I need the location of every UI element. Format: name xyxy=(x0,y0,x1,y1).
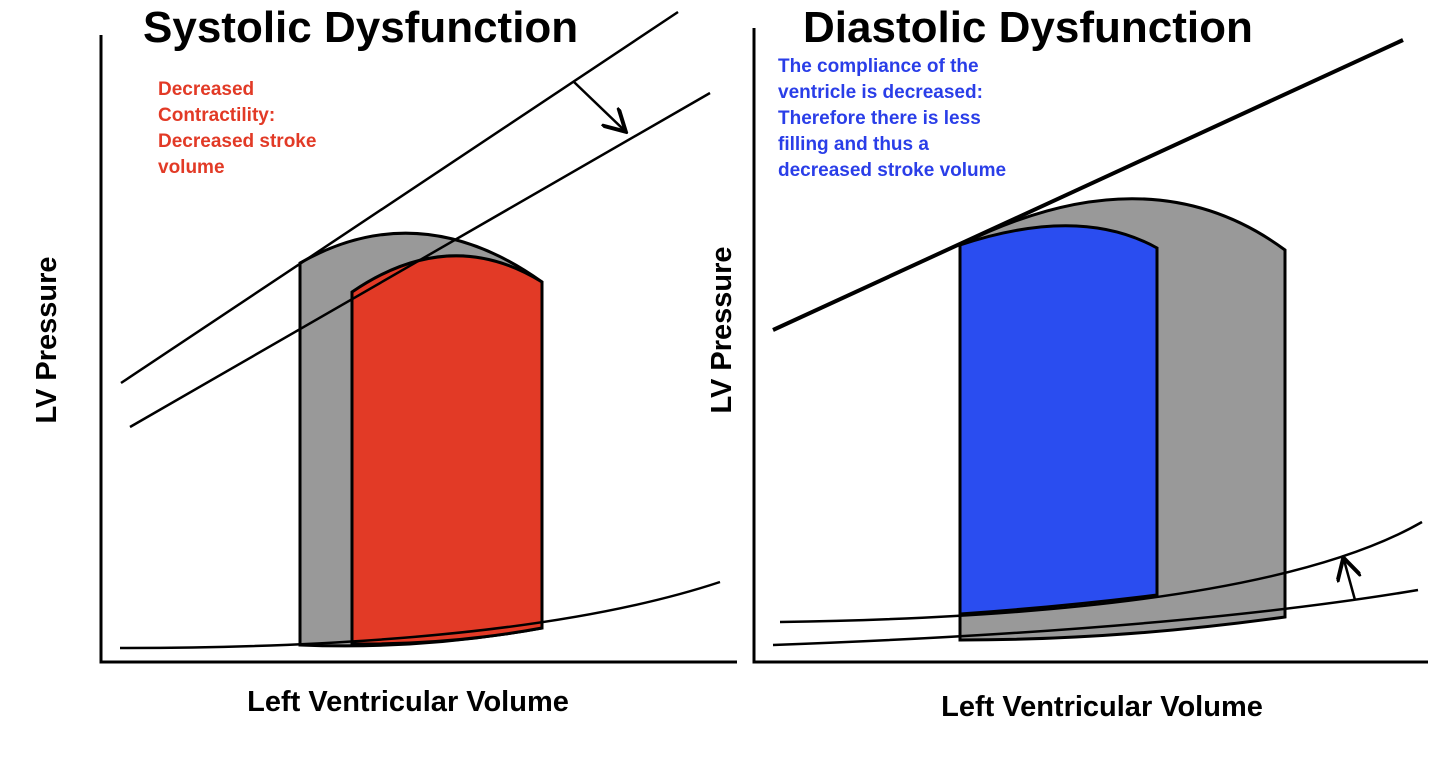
diastolic-panel: Diastolic Dysfunction The compliance of … xyxy=(706,3,1428,723)
diastolic-y-axis-label: LV Pressure xyxy=(706,246,738,413)
systolic-espvr-reduced-line xyxy=(129,91,711,429)
diastolic-note-line-2: ventricle is decreased: xyxy=(778,82,983,103)
diastolic-reduced-pv-loop xyxy=(958,224,1159,616)
diastolic-note-line-5: decreased stroke volume xyxy=(778,160,1006,181)
systolic-espvr-normal-line xyxy=(120,10,679,385)
diastolic-title: Diastolic Dysfunction xyxy=(803,3,1253,52)
systolic-panel: Systolic Dysfunction Decreased Contracti… xyxy=(31,3,737,718)
systolic-note-line-3: Decreased stroke xyxy=(158,131,316,152)
arrow-up-icon xyxy=(1344,560,1355,601)
systolic-x-axis-label: Left Ventricular Volume xyxy=(247,686,569,718)
systolic-reduced-pv-loop xyxy=(350,254,544,646)
diastolic-note-line-1: The compliance of the xyxy=(778,56,979,77)
arrow-down-right-icon xyxy=(573,81,624,130)
diastolic-edpvr-normal-curve xyxy=(772,588,1419,647)
systolic-edpvr-curve xyxy=(119,580,721,650)
systolic-note-line-2: Contractility: xyxy=(158,105,275,126)
systolic-axes xyxy=(99,35,737,664)
systolic-note-line-4: volume xyxy=(158,157,225,178)
diastolic-note-line-4: filling and thus a xyxy=(778,134,929,155)
diastolic-x-axis-label: Left Ventricular Volume xyxy=(941,691,1263,723)
diastolic-espvr-line xyxy=(772,38,1404,332)
systolic-y-axis-label: LV Pressure xyxy=(31,256,63,423)
diastolic-edpvr-stiff-curve xyxy=(779,520,1423,624)
diastolic-axes xyxy=(752,28,1428,664)
systolic-note-line-1: Decreased xyxy=(158,79,254,100)
diastolic-note-line-3: Therefore there is less xyxy=(778,108,981,129)
systolic-title: Systolic Dysfunction xyxy=(143,3,578,52)
